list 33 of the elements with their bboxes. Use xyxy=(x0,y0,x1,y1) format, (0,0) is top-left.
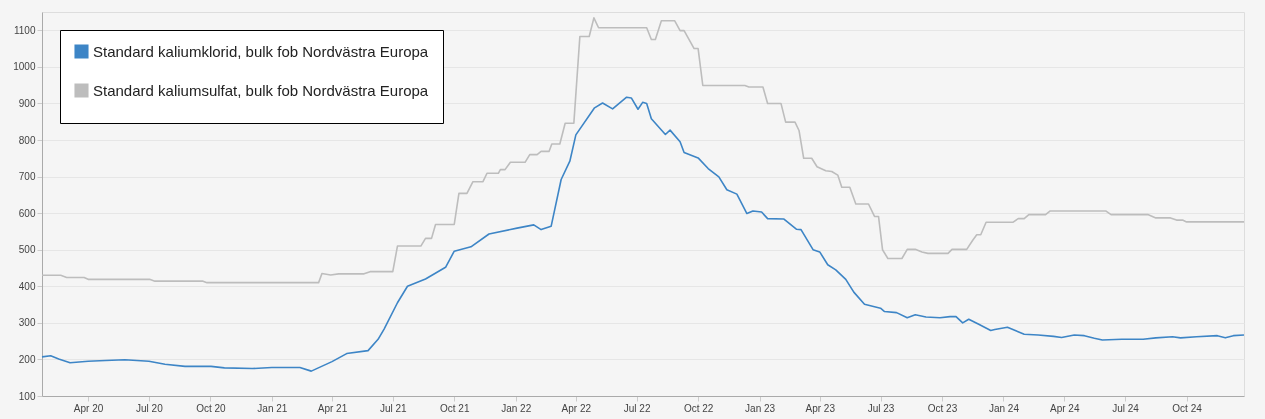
x-tick-label: Apr 21 xyxy=(317,402,348,414)
x-tick-label: Oct 22 xyxy=(683,402,714,414)
x-tick-label: Jan 23 xyxy=(745,402,776,414)
y-tick-label: 100 xyxy=(18,390,36,402)
x-tick-label: Oct 21 xyxy=(440,402,470,414)
y-tick-label: 300 xyxy=(18,317,36,329)
x-tick-label: Oct 20 xyxy=(196,402,227,414)
x-tick-label: Oct 24 xyxy=(1172,402,1203,414)
x-tick-label: Jul 23 xyxy=(867,402,895,414)
x-tick-label: Jan 24 xyxy=(988,402,1020,414)
x-tick-label: Jul 24 xyxy=(1112,402,1140,414)
y-tick-label: 600 xyxy=(18,207,36,219)
y-tick-label: 500 xyxy=(18,244,36,256)
x-tick-label: Jul 20 xyxy=(136,402,164,414)
x-tick-label: Apr 22 xyxy=(561,402,592,414)
line-series xyxy=(41,17,1245,284)
y-tick-label: 1100 xyxy=(13,24,36,36)
legend-label: Standard kaliumklorid, bulk fob Nordvästra Europa xyxy=(93,42,429,60)
y-tick-label: 200 xyxy=(18,353,36,365)
x-tick-label: Apr 20 xyxy=(73,402,104,414)
x-tick-label: Oct 23 xyxy=(927,402,958,414)
x-tick-label: Jul 21 xyxy=(379,402,408,414)
x-tick-label: Jan 22 xyxy=(501,402,532,414)
x-tick-label: Jul 22 xyxy=(623,402,651,414)
x-tick-label: Jan 21 xyxy=(257,402,288,414)
x-tick-label: Apr 24 xyxy=(1050,402,1080,414)
y-tick-label: 900 xyxy=(18,97,36,109)
y-tick-label: 700 xyxy=(18,171,36,183)
y-tick-label: 800 xyxy=(18,134,36,146)
y-tick-label: 1000 xyxy=(13,61,36,73)
legend-label: Standard kaliumsulfat, bulk fob Nordvästra Europa xyxy=(93,81,429,99)
y-tick-label: 400 xyxy=(18,280,36,292)
x-tick-label: Apr 23 xyxy=(805,402,836,414)
